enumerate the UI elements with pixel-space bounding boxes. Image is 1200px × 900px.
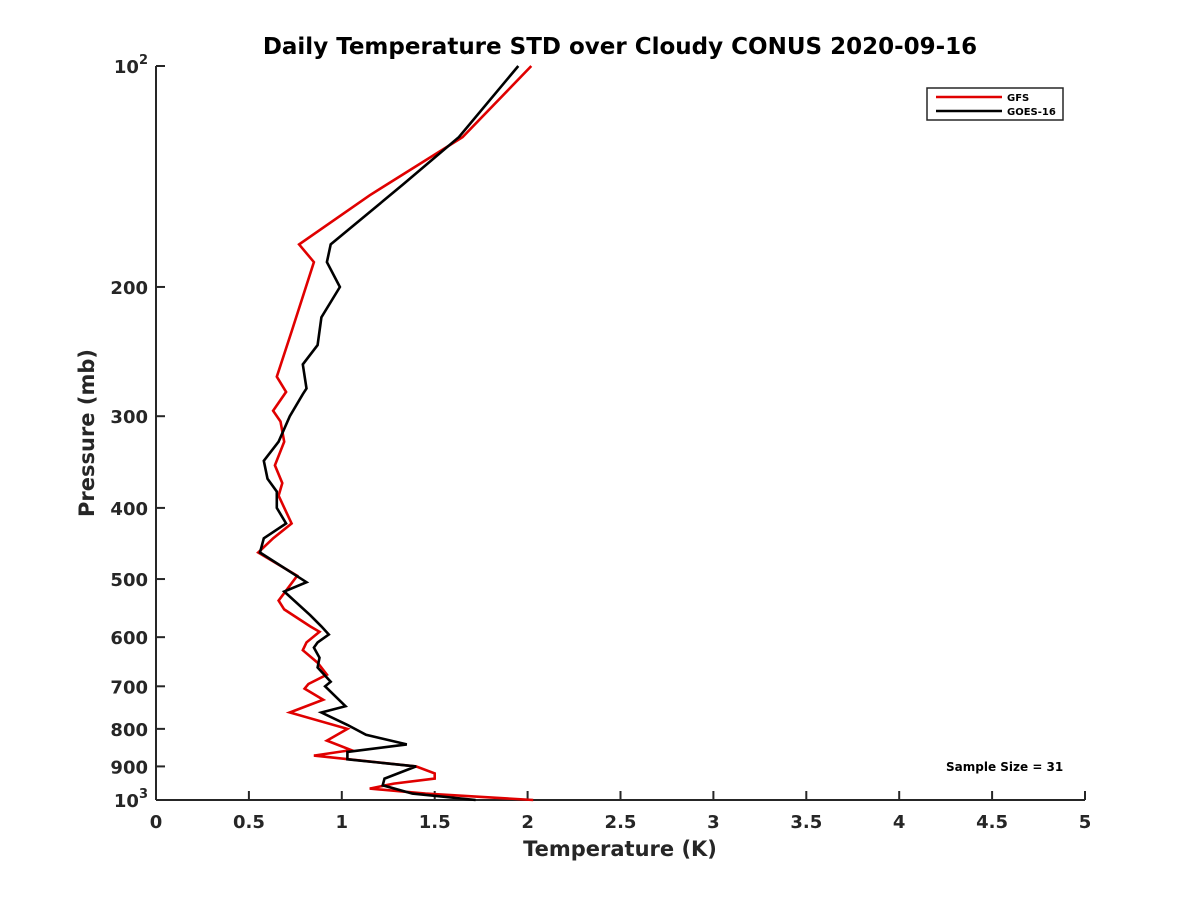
x-tick-label: 3.5 — [790, 812, 822, 833]
y-tick-label: 500 — [110, 570, 148, 591]
ticks: 0 0.5 1 1.5 2 2.5 3 3.5 4 4.5 5 102 200 300 400 500 600 7… — [110, 53, 1091, 833]
y-tick-label: 200 — [110, 278, 148, 299]
y-tick-label: 102 — [114, 53, 148, 78]
sample-size-annotation: Sample Size = 31 — [946, 760, 1063, 774]
y-tick-label: 600 — [110, 628, 148, 649]
y-tick-label: 800 — [110, 720, 148, 741]
x-tick-label: 0 — [150, 812, 163, 833]
x-tick-label: 2.5 — [605, 812, 637, 833]
y-tick-label: 400 — [110, 499, 148, 520]
x-tick-label: 5 — [1079, 812, 1092, 833]
x-tick-label: 3 — [707, 812, 720, 833]
x-tick-label: 4 — [893, 812, 906, 833]
series-line-goes16 — [258, 65, 520, 802]
y-tick-label: 300 — [110, 407, 148, 428]
x-tick-label: 1.5 — [419, 812, 451, 833]
x-tick-label: 1 — [336, 812, 349, 833]
y-tick-label: 700 — [110, 677, 148, 698]
y-tick-label: 900 — [110, 757, 148, 778]
legend-box — [926, 87, 1064, 121]
x-tick-label: 0.5 — [233, 812, 265, 833]
y-tick-label: 103 — [114, 787, 148, 812]
x-tick-label: 4.5 — [976, 812, 1008, 833]
legend-label-gfs: GFS — [1007, 93, 1029, 104]
chart-title: Daily Temperature STD over Cloudy CONUS … — [263, 34, 977, 60]
series-lines — [256, 65, 534, 802]
x-axis-label: Temperature (K) — [523, 837, 717, 861]
axes — [155, 66, 1085, 801]
legend-label-goes16: GOES-16 — [1007, 107, 1056, 118]
series-line-gfs — [256, 65, 534, 802]
legend: GFS GOES-16 — [926, 87, 1064, 121]
y-axis-label: Pressure (mb) — [75, 349, 99, 517]
x-tick-label: 2 — [521, 812, 534, 833]
